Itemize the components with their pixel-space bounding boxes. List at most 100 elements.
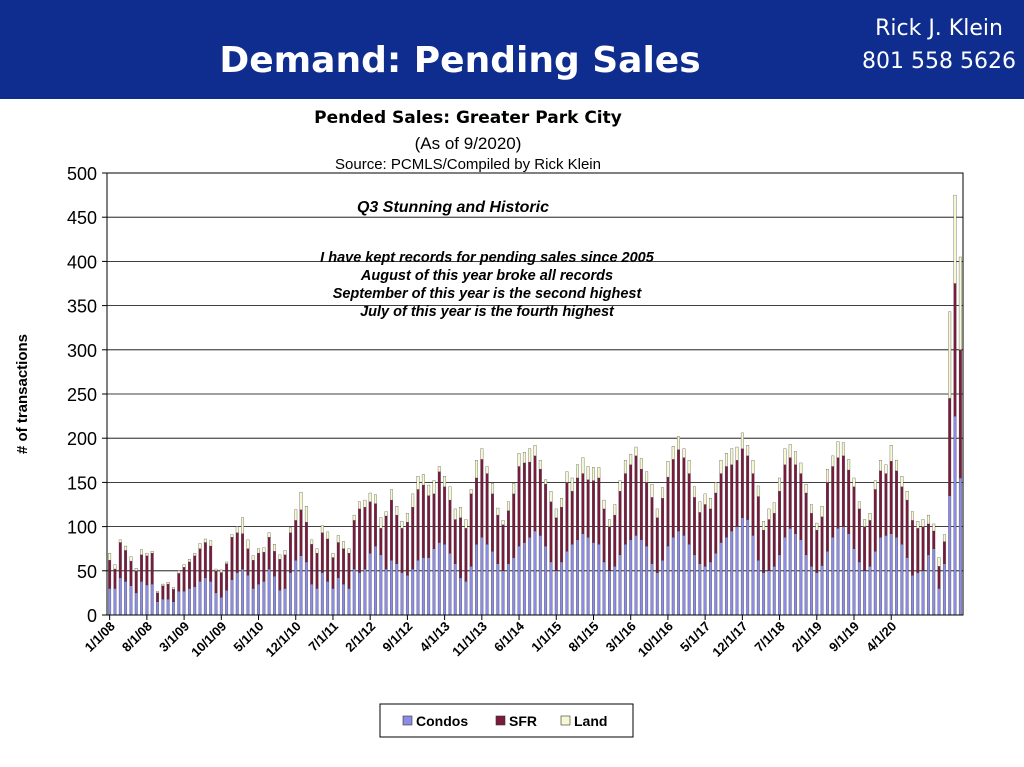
bar-condos xyxy=(682,535,686,616)
bar-land xyxy=(538,460,542,470)
bar-land xyxy=(724,453,728,467)
bar-land xyxy=(677,436,680,450)
y-axis-title: # of transactions xyxy=(14,334,31,454)
bar-land xyxy=(304,506,308,523)
bar-sfr xyxy=(666,476,670,547)
x-tick-label: 1/1/15 xyxy=(528,619,564,655)
bar-land xyxy=(879,460,883,472)
bar-sfr xyxy=(363,506,367,570)
bar-condos xyxy=(677,530,680,616)
bar-condos xyxy=(879,537,883,616)
bar-condos xyxy=(889,533,893,616)
bar-land xyxy=(794,451,797,465)
bar-condos xyxy=(395,563,399,616)
x-tick-label: 9/1/19 xyxy=(826,619,862,655)
bar-land xyxy=(714,482,718,494)
bar-condos xyxy=(746,519,750,616)
bar-sfr xyxy=(283,554,287,589)
bar-land xyxy=(437,466,441,472)
bar-land xyxy=(810,504,813,514)
bar-sfr xyxy=(735,460,739,527)
bar-condos xyxy=(299,555,303,616)
bar-land xyxy=(187,559,191,563)
bar-land xyxy=(650,484,654,498)
bar-condos xyxy=(958,477,962,616)
bar-sfr xyxy=(804,492,808,556)
bar-condos xyxy=(724,537,728,616)
legend-label: SFR xyxy=(509,713,537,729)
bar-sfr xyxy=(746,455,750,520)
bar-sfr xyxy=(395,514,399,564)
bar-sfr xyxy=(836,457,840,529)
bar-condos xyxy=(368,552,372,616)
bar-land xyxy=(932,523,936,532)
bar-condos xyxy=(241,568,245,616)
bar-sfr xyxy=(581,473,585,534)
bar-condos xyxy=(538,535,542,616)
bar-sfr xyxy=(709,508,712,563)
bar-sfr xyxy=(443,486,447,545)
bar-land xyxy=(772,502,776,514)
bar-sfr xyxy=(113,568,117,589)
bar-sfr xyxy=(352,520,356,570)
bar-sfr xyxy=(421,484,425,558)
bar-condos xyxy=(613,566,617,616)
bar-condos xyxy=(150,583,154,616)
bar-condos xyxy=(751,535,755,616)
bar-sfr xyxy=(942,541,946,564)
bar-land xyxy=(666,461,670,478)
bar-land xyxy=(219,569,223,573)
bar-condos xyxy=(852,548,856,616)
bar-land xyxy=(815,522,819,531)
bar-land xyxy=(512,483,516,495)
bar-land xyxy=(464,519,468,529)
bar-land xyxy=(735,446,739,461)
bar-sfr xyxy=(533,455,537,532)
bar-land xyxy=(661,487,665,499)
bar-sfr xyxy=(826,482,829,552)
bar-sfr xyxy=(698,512,702,564)
bar-land xyxy=(549,491,553,502)
bar-land xyxy=(693,486,696,498)
bar-condos xyxy=(639,539,643,616)
bar-condos xyxy=(331,588,335,616)
bar-sfr xyxy=(693,497,696,556)
bar-condos xyxy=(703,566,707,616)
bar-land xyxy=(639,458,643,470)
bar-condos xyxy=(475,544,478,616)
bar-condos xyxy=(565,551,569,616)
bar-sfr xyxy=(187,561,191,589)
bar-land xyxy=(395,506,399,516)
bar-sfr xyxy=(198,548,202,582)
bar-condos xyxy=(533,530,537,616)
bar-condos xyxy=(225,590,229,616)
bar-land xyxy=(390,489,393,501)
y-tick-label: 500 xyxy=(67,164,97,184)
bar-sfr xyxy=(778,491,781,556)
bar-condos xyxy=(916,572,920,616)
bar-condos xyxy=(304,561,308,616)
bar-sfr xyxy=(448,499,452,554)
bar-land xyxy=(916,521,920,529)
bar-land xyxy=(570,477,574,492)
y-tick-label: 450 xyxy=(67,208,97,228)
y-tick-label: 100 xyxy=(67,518,97,538)
bar-land xyxy=(895,460,898,472)
bar-condos xyxy=(108,588,112,616)
bar-condos xyxy=(762,572,766,616)
bar-land xyxy=(597,467,601,479)
bar-condos xyxy=(443,544,447,616)
bar-sfr xyxy=(278,559,282,591)
bar-land xyxy=(884,464,888,474)
bar-sfr xyxy=(815,529,819,573)
bar-land xyxy=(655,508,659,518)
bar-sfr xyxy=(820,516,824,566)
bar-land xyxy=(108,552,112,561)
bar-sfr xyxy=(576,477,579,541)
bar-sfr xyxy=(512,493,516,558)
bar-condos xyxy=(719,542,723,616)
bar-land xyxy=(682,448,686,458)
bar-land xyxy=(145,552,149,556)
bar-sfr xyxy=(847,469,851,534)
bar-sfr xyxy=(538,468,542,536)
